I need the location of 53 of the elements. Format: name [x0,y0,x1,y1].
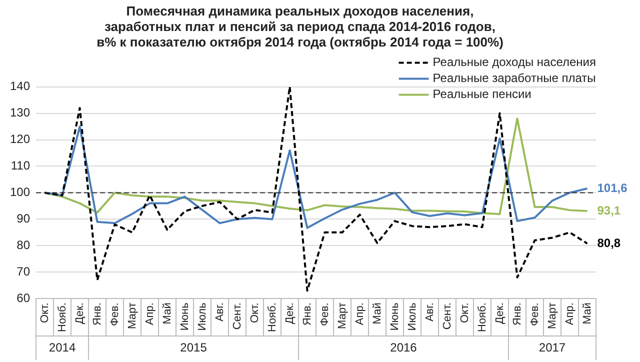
y-tick-label: 60 [16,290,30,305]
text: 2014 [48,340,76,354]
data-label: 101,6 [597,180,628,195]
x-tick-label: Дек. [284,302,296,324]
x-tick-label: Июнь [178,302,191,331]
x-tick-label: Июнь [388,302,401,331]
x-tick-label: Сент. [441,302,454,330]
x-tick-label: Июль [406,302,418,331]
y-tick-label: 110 [10,158,30,173]
x-tick-label: Апр. [144,302,156,326]
x-tick-label: Май [161,302,174,324]
x-tick-label: Нояб. [266,302,278,332]
y-tick-label: 140 [10,79,30,94]
y-tick-label: 90 [16,212,30,226]
text: 2015 [180,340,208,354]
x-tick-label: Март [546,302,558,329]
x-tick-label: Янв. [91,302,104,326]
x-tick-label: Окт. [248,302,261,323]
x-tick-label: Апр. [564,302,576,326]
text: 2016 [390,340,418,354]
x-tick-label: Июль [196,302,208,331]
x-tick-label: Нояб. [476,302,488,332]
y-tick-label: 80 [16,238,30,252]
x-tick-label: Янв. [511,302,524,326]
x-tick-label: Фев. [318,302,331,326]
x-tick-label: Фев. [108,302,121,326]
chart-title: Помесячная динамика реальных доходов населения, заработных плат и пенсий за период спада 2014-2016 годов, в% к показателю октября 2014 года (октябрь 2014 года = 100%) [96,3,504,50]
x-tick-label: Апр. [354,302,366,326]
x-tick-label: Фев. [528,302,541,326]
x-tick-label: Янв. [301,302,314,326]
legend-label: Реальные доходы населения [432,55,596,70]
data-label: 80,8 [597,236,621,250]
y-tick-label: 70 [16,264,30,278]
x-tick-label: Май [581,302,594,324]
x-tick-label: Авг. [424,302,436,322]
x-tick-label: Нояб. [56,302,68,332]
x-tick-label: Май [371,302,384,324]
y-tick-label: 100 [10,185,30,200]
x-tick-label: Окт. [458,302,471,323]
x-tick-label: Авг. [214,302,226,322]
x-tick-label: Дек. [494,302,506,324]
x-tick-label: Март [336,302,348,329]
x-tick-label: Март [126,302,138,329]
legend-label: Реальные заработные платы [432,71,596,86]
y-tick-label: 130 [10,106,30,120]
text: 2017 [538,340,566,354]
line-series [44,86,588,292]
x-tick-label: Дек. [74,302,86,324]
y-tick-label: 120 [10,132,30,146]
x-tick-label: Сент. [231,302,244,330]
x-tick-label: Окт. [38,302,51,323]
legend-label: Реальные пенсии [432,87,532,102]
data-label: 93,1 [597,203,621,218]
